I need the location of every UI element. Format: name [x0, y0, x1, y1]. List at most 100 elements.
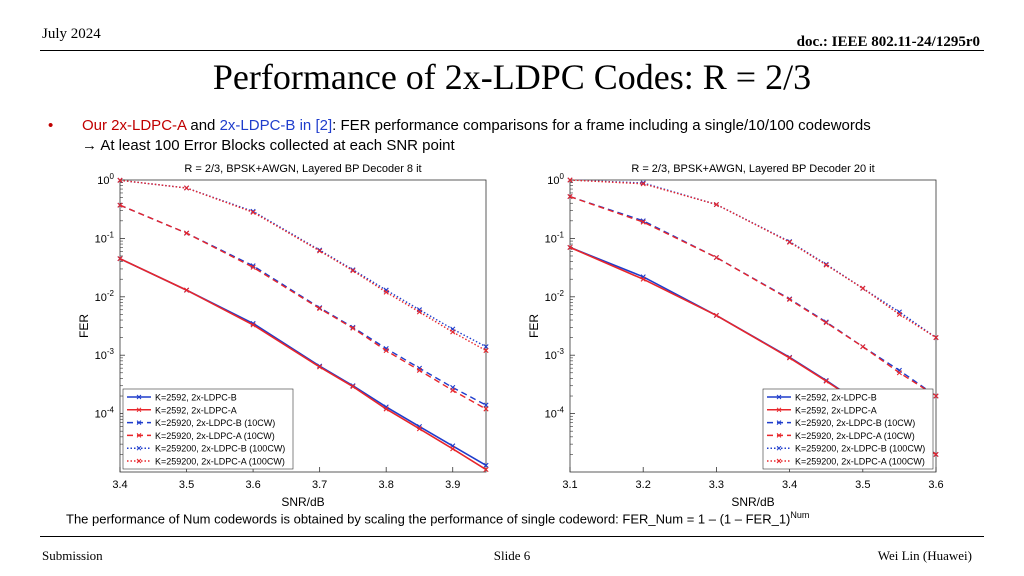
data-point — [416, 367, 423, 373]
data-point — [787, 239, 793, 245]
fer-chart-8-iterations: R = 2/3, BPSK+AWGN, Layered BP Decoder 8… — [70, 158, 500, 515]
data-point — [483, 466, 489, 473]
legend-label: K=2592, 2x-LDPC-A — [795, 405, 877, 415]
legend-marker — [776, 445, 782, 451]
x-tick-label: 3.2 — [636, 479, 651, 491]
legend-marker — [136, 407, 142, 413]
x-tick-label: 3.6 — [245, 479, 260, 491]
legend-marker — [136, 445, 142, 451]
series-line — [569, 195, 937, 397]
data-point — [860, 285, 866, 291]
series-line — [119, 179, 487, 348]
fer-chart-20-iterations-svg: R = 2/3, BPSK+AWGN, Layered BP Decoder 2… — [527, 163, 944, 509]
x-axis-label: SNR/dB — [731, 495, 774, 509]
chart-title: R = 2/3, BPSK+AWGN, Layered BP Decoder 8… — [184, 163, 421, 175]
legend-label: K=25920, 2x-LDPC-A (10CW) — [795, 431, 915, 441]
x-tick-label: 3.5 — [179, 479, 194, 491]
legend-marker — [776, 433, 782, 438]
legend-label: K=259200, 2x-LDPC-B (100CW) — [155, 444, 285, 454]
y-tick-label: 10-1 — [545, 230, 565, 245]
legend-label: K=2592, 2x-LDPC-B — [795, 393, 877, 403]
legend-label: K=2592, 2x-LDPC-A — [155, 405, 237, 415]
legend-label: K=259200, 2x-LDPC-A (100CW) — [155, 457, 285, 467]
bullet-link-2x-ldpc-a: Our 2x-LDPC-A — [82, 117, 187, 134]
series-line — [119, 179, 487, 352]
fer-chart-20-iterations: R = 2/3, BPSK+AWGN, Layered BP Decoder 2… — [520, 158, 950, 515]
plot-frame — [569, 179, 937, 473]
caption: The performance of Num codewords is obta… — [66, 510, 809, 526]
footer-author: Wei Lin (Huawei) — [877, 548, 972, 563]
data-point — [567, 244, 573, 251]
series-line — [569, 179, 937, 339]
data-point — [713, 254, 719, 261]
data-point — [250, 322, 256, 328]
legend-box — [122, 388, 294, 470]
data-point — [933, 451, 939, 458]
data-point — [250, 264, 256, 270]
x-tick-label: 3.4 — [112, 479, 127, 491]
x-tick-label: 3.7 — [312, 479, 327, 491]
legend-label: K=25920, 2x-LDPC-A (10CW) — [155, 431, 275, 441]
bullet-text: Our 2x-LDPC-A and 2x-LDPC-B in [2]: FER … — [82, 116, 871, 156]
data-point — [483, 344, 489, 350]
chart-title: R = 2/3, BPSK+AWGN, Layered BP Decoder 2… — [631, 163, 874, 175]
plot-frame — [119, 179, 487, 473]
data-point — [183, 230, 190, 236]
bullet-and: and — [186, 117, 220, 134]
data-point — [640, 181, 646, 187]
data-point — [483, 406, 489, 412]
y-tick-label: 10-4 — [545, 406, 565, 421]
data-point — [250, 208, 256, 214]
data-point — [317, 364, 323, 370]
data-point — [823, 262, 829, 268]
legend-marker — [136, 458, 142, 464]
slide-title: Performance of 2x-LDPC Codes: R = 2/3 — [212, 57, 812, 97]
y-tick-label: 10-1 — [95, 230, 115, 245]
data-point — [713, 312, 719, 319]
data-point — [896, 311, 902, 317]
x-tick-label: 3.8 — [379, 479, 394, 491]
data-point — [933, 335, 939, 341]
data-point — [383, 347, 389, 354]
data-point — [317, 248, 323, 254]
x-tick-label: 3.3 — [709, 479, 724, 491]
data-point — [317, 305, 323, 312]
data-point — [350, 267, 356, 273]
y-tick-label: 10-3 — [545, 347, 565, 362]
y-axis-label: FER — [77, 314, 91, 338]
legend-label: K=25920, 2x-LDPC-B (10CW) — [795, 418, 915, 428]
data-point — [483, 402, 489, 408]
data-point — [350, 268, 356, 274]
x-tick-label: 3.6 — [928, 479, 943, 491]
x-tick-label: 3.4 — [782, 479, 797, 491]
data-point — [383, 289, 389, 295]
bullet-second-line: → At least 100 Error Blocks collected at… — [82, 137, 455, 154]
data-point — [383, 406, 389, 412]
data-point — [117, 177, 123, 183]
series-line — [569, 195, 937, 397]
data-point — [117, 202, 123, 208]
data-point — [640, 219, 646, 225]
y-tick-label: 10-2 — [545, 289, 565, 304]
fer-chart-8-iterations-svg: R = 2/3, BPSK+AWGN, Layered BP Decoder 8… — [77, 163, 489, 509]
legend-label: K=259200, 2x-LDPC-B (100CW) — [795, 444, 925, 454]
legend-marker — [776, 394, 782, 400]
data-point — [823, 320, 829, 326]
footer-left: Submission — [42, 548, 103, 563]
legend-box — [762, 388, 934, 470]
data-point — [567, 177, 573, 183]
legend-label: K=25920, 2x-LDPC-B (10CW) — [155, 418, 275, 428]
footer-divider — [40, 536, 984, 537]
series-line — [569, 179, 937, 339]
data-point — [450, 329, 456, 335]
x-tick-label: 3.1 — [562, 479, 577, 491]
header-divider — [40, 50, 984, 51]
legend-marker — [136, 420, 142, 425]
x-tick-label: 3.5 — [855, 479, 870, 491]
series-line — [119, 204, 487, 406]
data-point — [787, 355, 793, 361]
data-point — [713, 201, 719, 208]
data-point — [823, 378, 829, 384]
data-point — [350, 384, 356, 390]
data-point — [933, 393, 939, 399]
